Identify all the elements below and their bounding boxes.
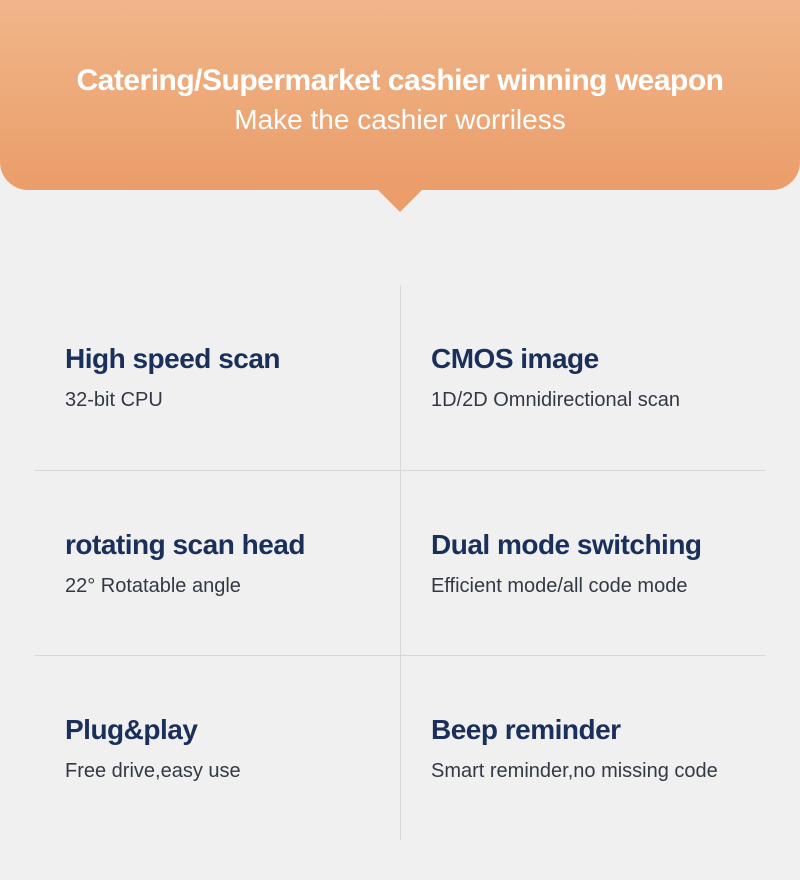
features-grid: High speed scan 32-bit CPU CMOS image 1D…	[35, 285, 765, 840]
feature-desc: 1D/2D Omnidirectional scan	[431, 389, 745, 412]
banner-title: Catering/Supermarket cashier winning wea…	[77, 64, 724, 98]
feature-title: Beep reminder	[431, 714, 745, 746]
feature-cell: Plug&play Free drive,easy use	[35, 655, 400, 840]
feature-cell: Dual mode switching Efficient mode/all c…	[400, 470, 765, 655]
feature-cell: Beep reminder Smart reminder,no missing …	[400, 655, 765, 840]
feature-cell: CMOS image 1D/2D Omnidirectional scan	[400, 285, 765, 470]
feature-title: Dual mode switching	[431, 529, 745, 561]
hero-banner: Catering/Supermarket cashier winning wea…	[0, 0, 800, 190]
features-section: High speed scan 32-bit CPU CMOS image 1D…	[0, 190, 800, 880]
feature-title: Plug&play	[65, 714, 380, 746]
feature-desc: Efficient mode/all code mode	[431, 575, 745, 598]
feature-cell: High speed scan 32-bit CPU	[35, 285, 400, 470]
feature-desc: 22° Rotatable angle	[65, 575, 380, 598]
feature-desc: Free drive,easy use	[65, 760, 380, 783]
feature-title: rotating scan head	[65, 529, 380, 561]
feature-cell: rotating scan head 22° Rotatable angle	[35, 470, 400, 655]
feature-title: High speed scan	[65, 343, 380, 375]
banner-subtitle: Make the cashier worriless	[234, 104, 565, 136]
banner-pointer-icon	[374, 186, 426, 212]
feature-desc: Smart reminder,no missing code	[431, 760, 745, 783]
feature-desc: 32-bit CPU	[65, 389, 380, 412]
feature-title: CMOS image	[431, 343, 745, 375]
